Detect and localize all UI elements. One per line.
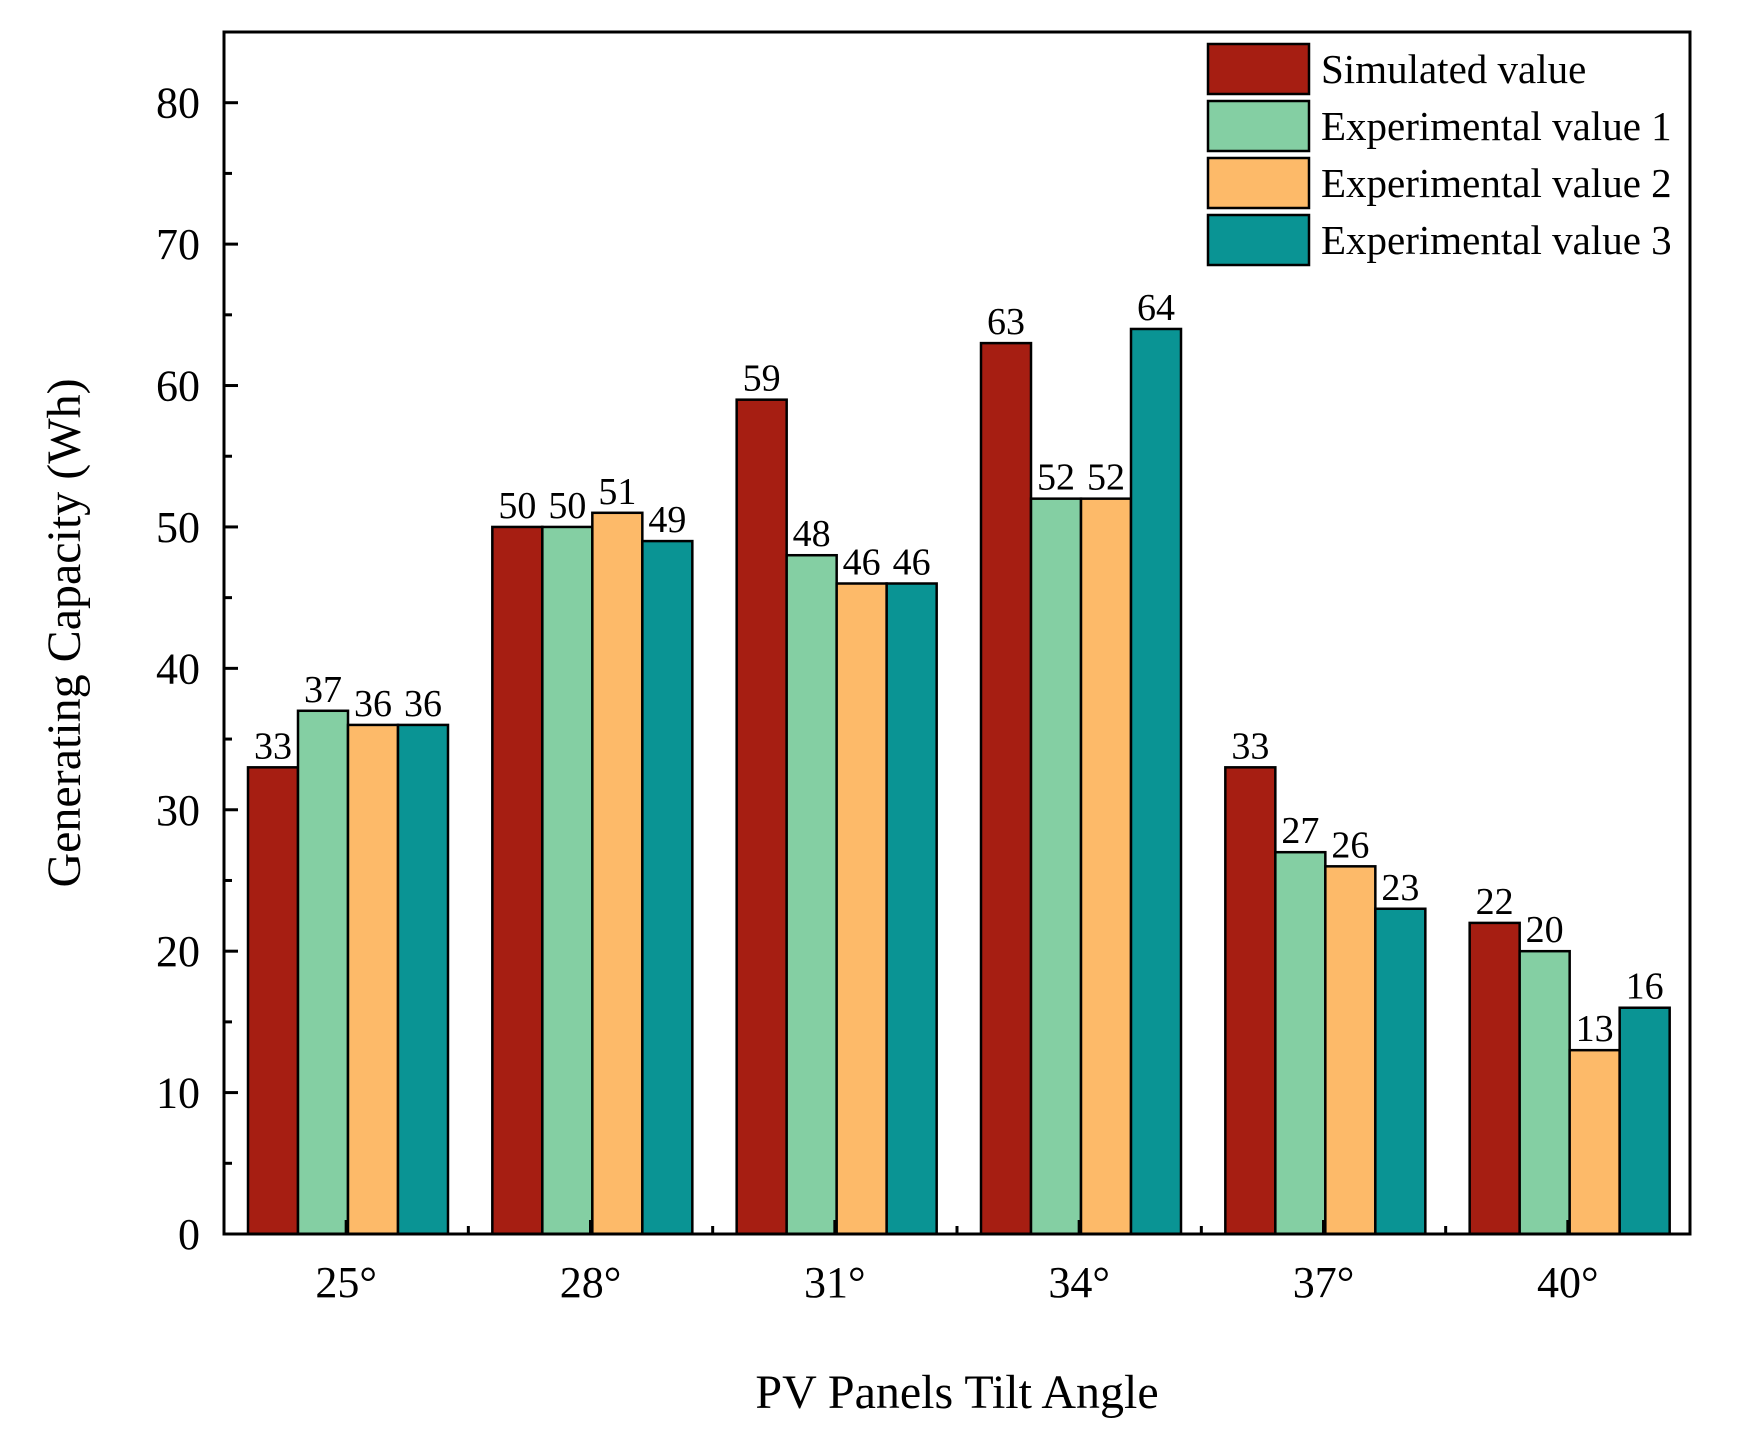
x-tick-label: 40° <box>1537 1258 1599 1307</box>
y-tick-label: 20 <box>156 927 200 976</box>
bar <box>1374 907 1427 1236</box>
y-tick-label: 10 <box>156 1069 200 1118</box>
y-tick-label: 60 <box>156 362 200 411</box>
data-label: 37 <box>304 669 342 711</box>
data-label: 51 <box>598 471 636 513</box>
data-label: 33 <box>1231 725 1269 767</box>
legend-swatch <box>1206 156 1311 210</box>
data-label: 52 <box>1087 457 1125 499</box>
bar <box>1029 497 1083 1236</box>
bar <box>735 398 788 1236</box>
bar <box>979 341 1033 1236</box>
bar <box>1224 766 1277 1236</box>
bar <box>1324 865 1377 1236</box>
bar <box>246 766 300 1236</box>
y-axis-title: Generating Capacity (Wh) <box>38 378 91 887</box>
bar <box>1618 1006 1671 1236</box>
x-tick-label: 28° <box>560 1258 622 1307</box>
x-tick-label: 31° <box>804 1258 866 1307</box>
data-label: 33 <box>254 725 292 767</box>
legend-label: Experimental value 2 <box>1321 160 1672 206</box>
bar <box>591 511 644 1236</box>
bar <box>541 525 594 1236</box>
data-label: 27 <box>1281 810 1319 852</box>
data-label: 36 <box>354 683 392 725</box>
data-label: 64 <box>1137 287 1175 329</box>
data-label: 50 <box>498 485 536 527</box>
y-tick-label: 0 <box>178 1210 200 1259</box>
data-label: 50 <box>548 485 586 527</box>
bar <box>641 539 694 1236</box>
bar <box>491 525 544 1236</box>
bar <box>1079 497 1133 1236</box>
bar <box>1568 1048 1621 1236</box>
legend-swatch <box>1206 99 1311 153</box>
bar <box>885 582 938 1236</box>
bar <box>296 709 350 1236</box>
data-label: 13 <box>1576 1008 1614 1050</box>
data-labels-layer: 33 37 36 36 50 50 51 49 59 48 46 46 63 52 52 64 33 27 26 23… <box>254 287 1664 1050</box>
bar <box>785 553 838 1236</box>
y-tick-label: 50 <box>156 503 200 552</box>
y-tick-label: 70 <box>156 220 200 269</box>
data-label: 46 <box>843 542 881 584</box>
bar <box>346 723 400 1236</box>
x-tick-label: 37° <box>1293 1258 1355 1307</box>
legend: Simulated value Experimental value 1 Exper… <box>1206 42 1672 267</box>
bar <box>1129 327 1183 1236</box>
bar <box>396 723 450 1236</box>
y-axis: 0 10 20 30 40 50 60 70 80 <box>156 30 238 1259</box>
legend-label: Simulated value <box>1321 46 1586 92</box>
y-tick-label: 80 <box>156 79 200 128</box>
bars-layer <box>246 327 1671 1236</box>
y-tick-label: 30 <box>156 786 200 835</box>
bar <box>1518 949 1571 1236</box>
data-label: 59 <box>743 358 781 400</box>
data-label: 36 <box>404 683 442 725</box>
data-label: 46 <box>893 542 931 584</box>
data-label: 20 <box>1526 909 1564 951</box>
data-label: 26 <box>1331 824 1369 866</box>
data-label: 22 <box>1476 881 1514 923</box>
x-tick-label: 25° <box>315 1258 377 1307</box>
legend-swatch <box>1206 213 1311 267</box>
legend-label: Experimental value 1 <box>1321 103 1672 149</box>
y-tick-label: 40 <box>156 644 200 693</box>
bar <box>835 582 888 1236</box>
x-tick-label: 34° <box>1048 1258 1110 1307</box>
data-label: 23 <box>1381 867 1419 909</box>
data-label: 48 <box>793 513 831 555</box>
bar <box>1468 921 1521 1236</box>
x-axis: 25° 28° 31° 34° 37° 40° <box>315 1220 1599 1307</box>
bar <box>1274 850 1327 1236</box>
x-axis-title: PV Panels Tilt Angle <box>755 1366 1158 1419</box>
legend-swatch <box>1206 42 1311 96</box>
data-label: 63 <box>987 301 1025 343</box>
data-label: 52 <box>1037 457 1075 499</box>
legend-label: Experimental value 3 <box>1321 217 1672 263</box>
data-label: 16 <box>1626 966 1664 1008</box>
data-label: 49 <box>648 499 686 541</box>
